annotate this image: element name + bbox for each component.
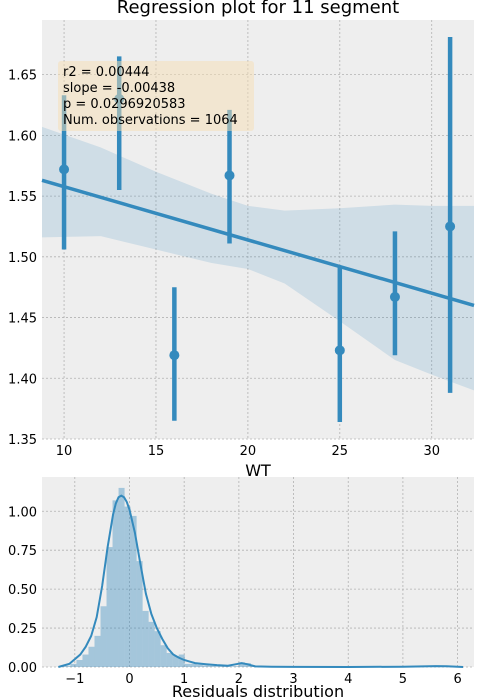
histogram-bar	[118, 487, 125, 667]
y-tick-label: 1.50	[8, 251, 37, 266]
y-tick-label: 0.75	[8, 544, 37, 559]
histogram-bar	[70, 663, 77, 667]
y-tick-label: 1.65	[8, 69, 37, 84]
y-tick-label: 1.40	[8, 372, 37, 387]
x-axis-label: WT	[245, 461, 271, 480]
annotation-box	[58, 61, 254, 131]
annotation-r2: r2 = 0.00444	[63, 65, 150, 80]
x-tick-label: 2	[235, 672, 243, 687]
y-tick-labels: 1.35 1.40 1.45 1.50 1.55 1.60 1.65	[8, 69, 37, 448]
histogram-bar	[64, 665, 71, 667]
regression-chart: Regression plot for 11 segment r2 = 0.00…	[8, 0, 475, 480]
histogram-bar	[88, 646, 95, 667]
histogram-bar	[202, 665, 209, 667]
x-tick-label: −1	[65, 672, 84, 687]
histogram-bar	[76, 659, 83, 667]
histogram-bar	[172, 656, 179, 667]
histogram-bar	[124, 506, 131, 667]
y-tick-label: 0.00	[8, 661, 37, 676]
histogram-bar	[94, 635, 101, 667]
histogram-bar	[160, 645, 167, 667]
stats-annotation: r2 = 0.00444 slope = -0.00438 p = 0.0296…	[58, 61, 254, 131]
histogram-bar	[136, 561, 143, 667]
y-tick-label: 0.25	[8, 622, 37, 637]
x-tick-label: 15	[148, 444, 165, 459]
kde-curve	[58, 494, 464, 669]
data-point	[59, 164, 70, 175]
chart-title: Regression plot for 11 segment	[117, 0, 399, 18]
histogram-bar	[214, 666, 221, 667]
y-tick-label: 1.60	[8, 129, 37, 144]
x-tick-label: 6	[453, 672, 461, 687]
histogram-bar	[142, 610, 149, 667]
regression-line	[41, 178, 475, 308]
histogram-bar	[220, 666, 227, 667]
histogram-bar	[130, 515, 137, 667]
x-tick-label: 0	[125, 672, 133, 687]
x-tick-label: 4	[344, 672, 352, 687]
histogram-bar	[196, 664, 203, 667]
x-tick-label: 25	[332, 444, 349, 459]
x-tick-label: 5	[399, 672, 407, 687]
histogram-bar	[226, 666, 233, 667]
histogram-bar	[100, 606, 107, 667]
x-tick-label: 20	[240, 444, 257, 459]
x-tick-label: 30	[423, 444, 440, 459]
x-tick-label: 10	[56, 444, 73, 459]
histogram-bar	[184, 663, 191, 667]
histogram-bar	[190, 663, 197, 667]
y-tick-label: 1.55	[8, 190, 37, 205]
residuals-chart: −1 0 1 2 3 4 5 6 0.00 0.25 0.50 0.75 1.00 Residuals…	[8, 477, 474, 700]
x-tick-label: 1	[180, 672, 188, 687]
histogram-bar	[148, 621, 155, 667]
data-point	[334, 345, 345, 356]
x-tick-labels: −1 0 1 2 3 4 5 6	[65, 672, 462, 687]
annotation-slope: slope = -0.00438	[63, 81, 175, 96]
data-point	[169, 350, 180, 361]
histogram-bar	[154, 631, 161, 667]
annotation-p: p = 0.0296920583	[63, 97, 186, 112]
data-point	[224, 170, 235, 181]
histogram-bar	[82, 654, 89, 667]
histogram-bar	[232, 666, 239, 667]
histogram-bars	[58, 487, 263, 667]
data-point	[389, 291, 400, 302]
x-tick-labels: 10 15 20 25 30	[56, 444, 440, 459]
y-tick-label: 1.35	[8, 433, 37, 448]
annotation-n: Num. observations = 1064	[63, 113, 238, 128]
histogram-bar	[178, 654, 185, 667]
y-tick-label: 1.45	[8, 312, 37, 327]
y-tick-label: 0.50	[8, 583, 37, 598]
histogram-bar	[208, 665, 215, 667]
histogram-bar	[106, 547, 113, 667]
histogram-bar	[112, 500, 119, 667]
confidence-band	[42, 126, 474, 391]
histogram-bar	[238, 662, 245, 667]
data-point	[445, 221, 456, 232]
y-tick-labels: 0.00 0.25 0.50 0.75 1.00	[8, 505, 37, 676]
x-tick-label: 3	[289, 672, 297, 687]
histogram-bar	[166, 652, 173, 667]
y-tick-label: 1.00	[8, 505, 37, 520]
x-axis-label: Residuals distribution	[172, 682, 344, 700]
